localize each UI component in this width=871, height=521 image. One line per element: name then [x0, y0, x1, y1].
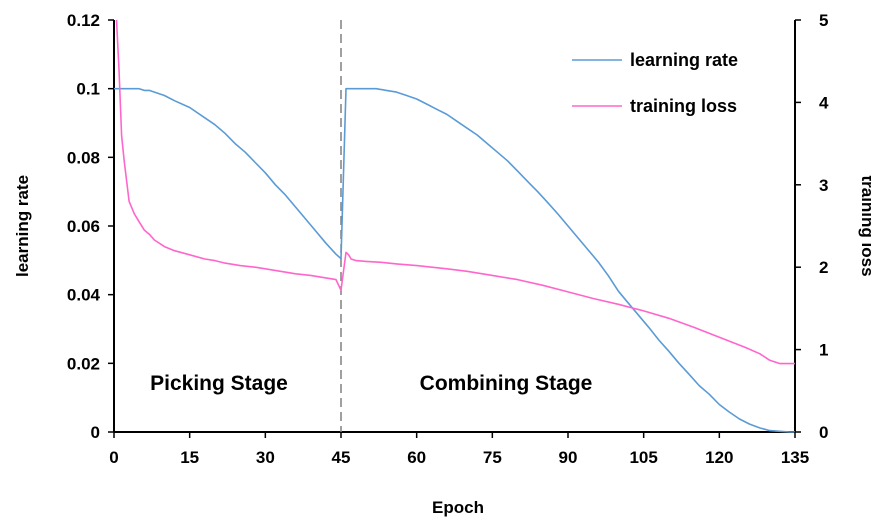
- y-right-tick-label: 2: [819, 258, 828, 277]
- legend-label-learning-rate: learning rate: [630, 50, 738, 70]
- y-left-tick-label: 0.1: [76, 80, 100, 99]
- y-left-axis-ticks: 0 0.02 0.04 0.06 0.08 0.1 0.12: [67, 11, 114, 442]
- x-tick-label: 60: [407, 448, 426, 467]
- legend: learning rate training loss: [572, 50, 738, 116]
- x-tick-label: 75: [483, 448, 502, 467]
- y-left-tick-label: 0.12: [67, 11, 100, 30]
- x-tick-label: 135: [781, 448, 809, 467]
- y-right-axis-ticks: 0 1 2 3 4 5: [795, 11, 829, 442]
- y-left-tick-label: 0.04: [67, 286, 101, 305]
- picking-stage-label: Picking Stage: [150, 372, 288, 395]
- x-tick-label: 0: [109, 448, 118, 467]
- x-axis-ticks: 0 15 30 45 60 75 90 105 120 135: [109, 432, 809, 467]
- legend-label-training-loss: training loss: [630, 96, 737, 116]
- series-layer: [114, 19, 795, 433]
- y-left-axis-title: learning rate: [13, 175, 32, 277]
- y-right-tick-label: 5: [819, 11, 828, 30]
- y-left-tick-label: 0.02: [67, 354, 100, 373]
- y-right-tick-label: 1: [819, 341, 828, 360]
- y-left-tick-label: 0.08: [67, 148, 100, 167]
- x-tick-label: 90: [559, 448, 578, 467]
- y-right-axis-title: training loss: [858, 175, 871, 276]
- x-tick-label: 45: [332, 448, 351, 467]
- plot-frame: [113, 20, 796, 433]
- y-left-tick-label: 0: [91, 423, 100, 442]
- x-tick-label: 120: [705, 448, 733, 467]
- x-tick-label: 105: [629, 448, 657, 467]
- series-line-training-loss: [115, 19, 795, 365]
- y-right-tick-label: 0: [819, 423, 828, 442]
- series-line-learning-rate: [114, 87, 795, 433]
- combining-stage-label: Combining Stage: [420, 372, 593, 395]
- y-right-tick-label: 4: [819, 93, 829, 112]
- y-left-tick-label: 0.06: [67, 217, 100, 236]
- x-tick-label: 30: [256, 448, 275, 467]
- x-tick-label: 15: [180, 448, 199, 467]
- x-axis-title: Epoch: [432, 498, 484, 517]
- y-right-tick-label: 3: [819, 176, 828, 195]
